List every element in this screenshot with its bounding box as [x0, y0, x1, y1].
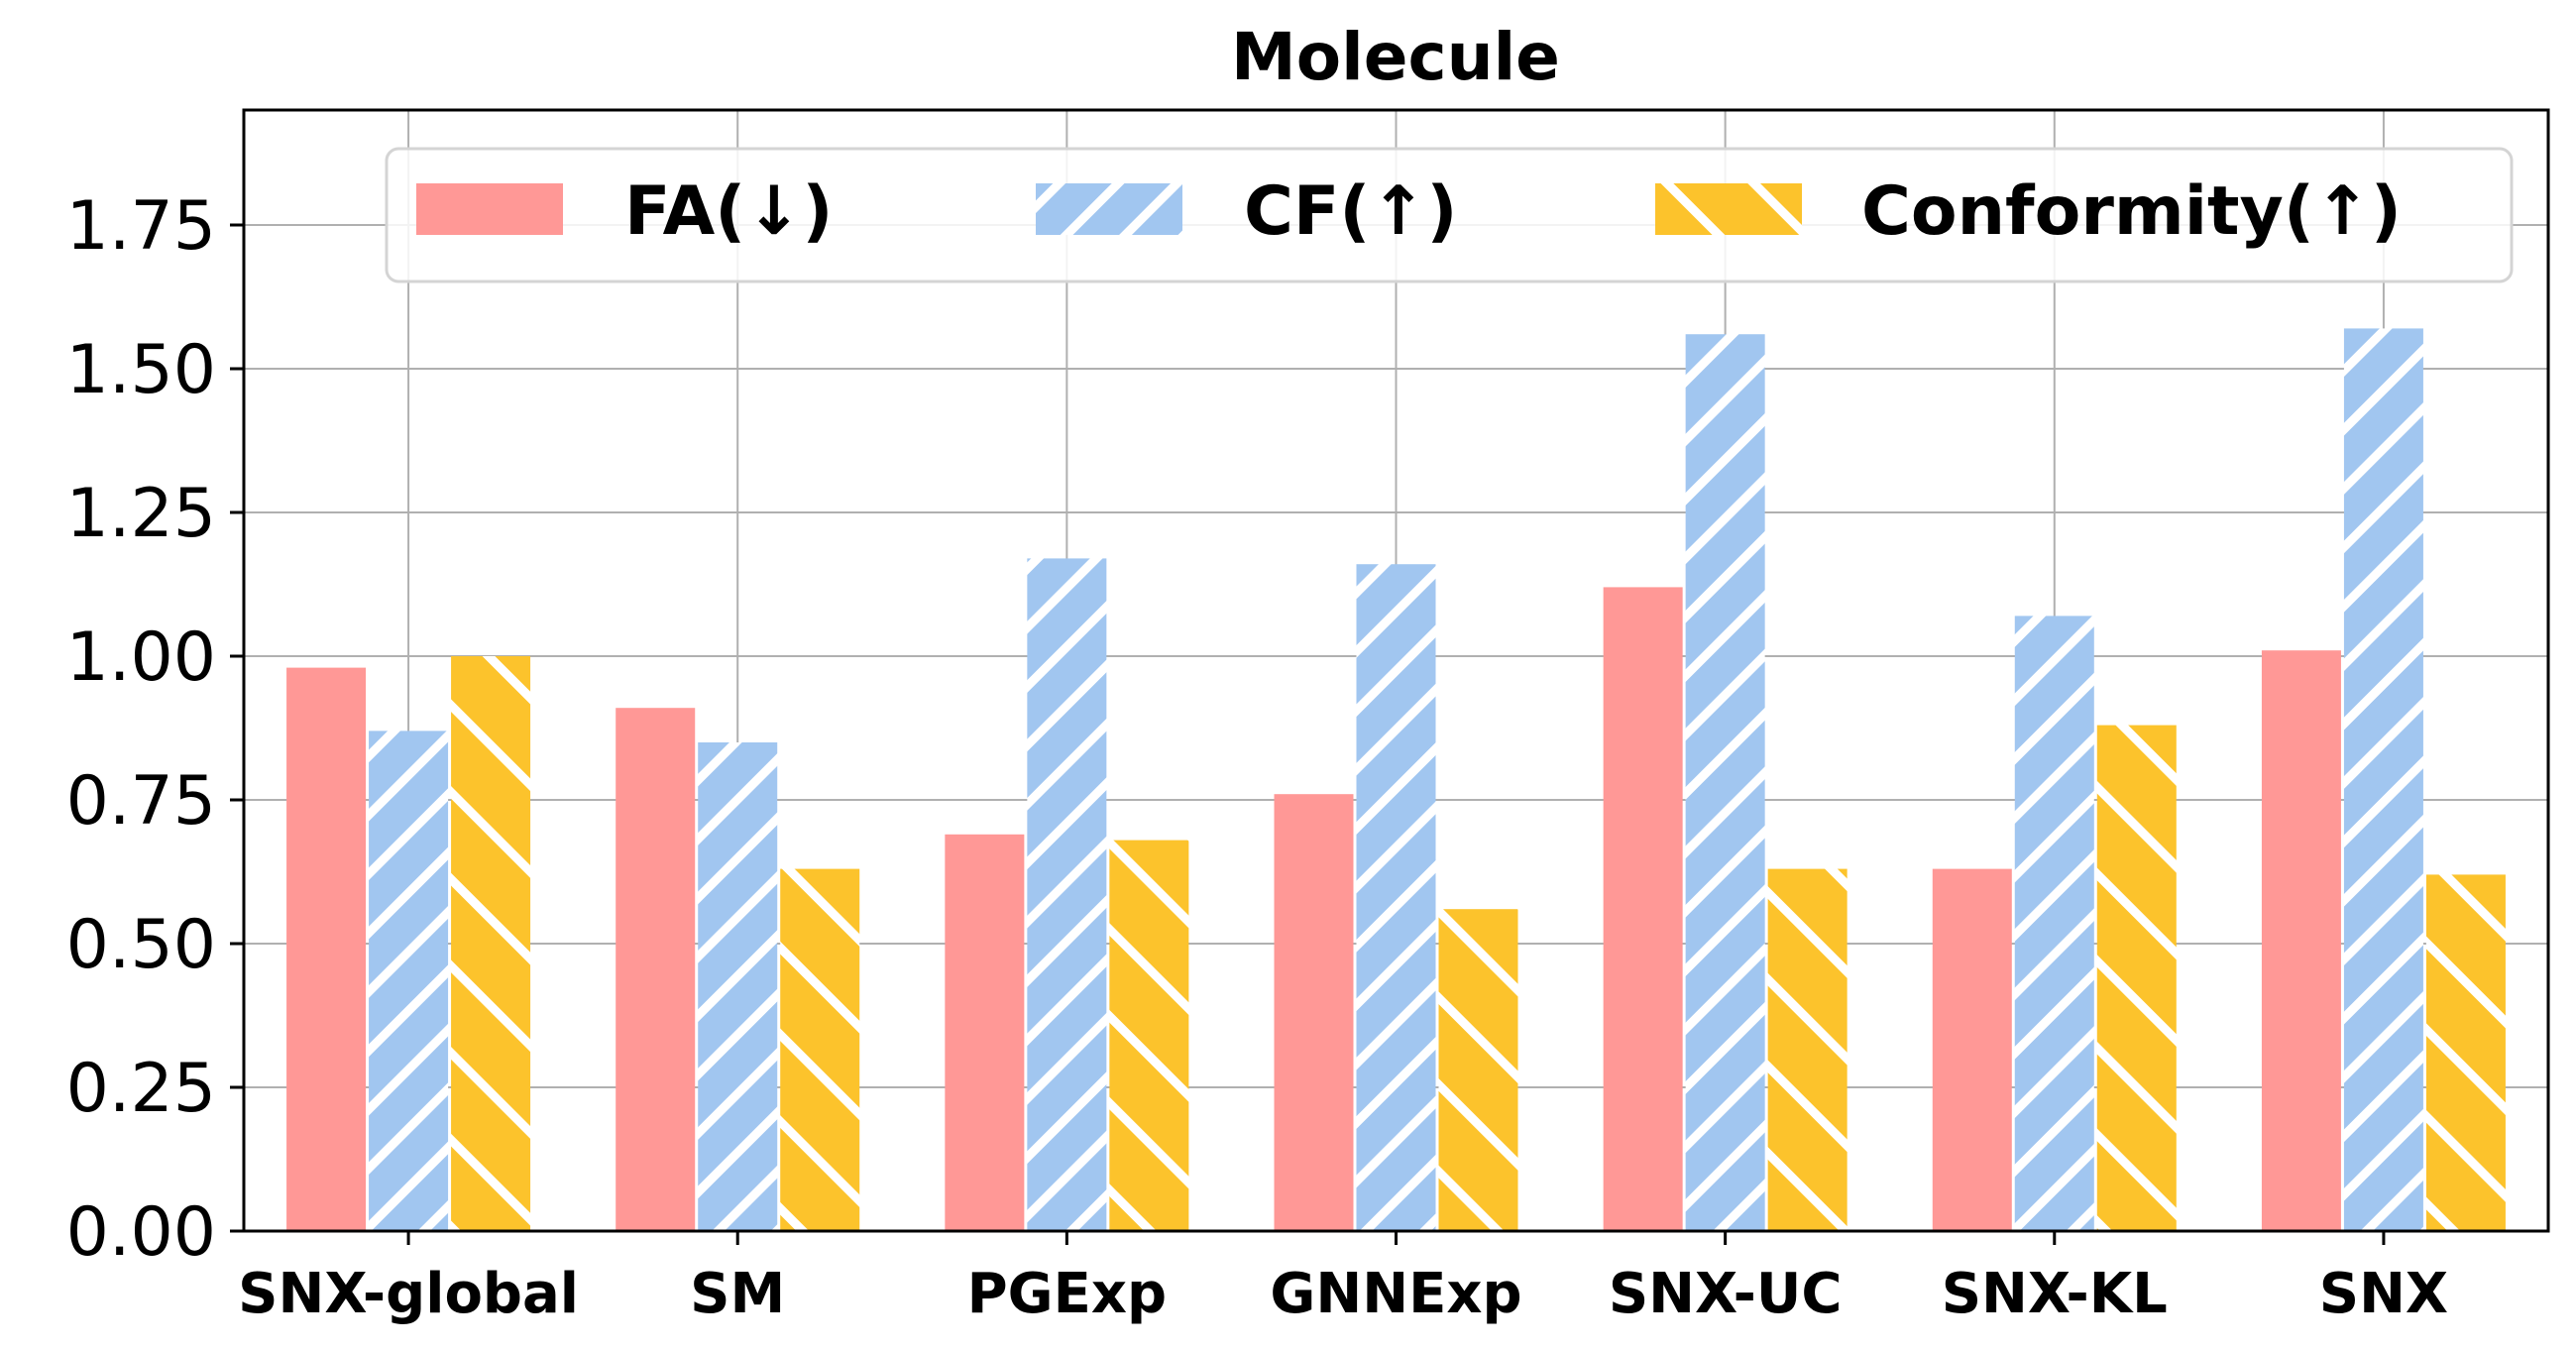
legend-label-cf: CF(↑) [1244, 172, 1458, 251]
bar-fa [945, 834, 1025, 1231]
bar-fa [286, 667, 367, 1231]
y-tick-label: 1.00 [66, 619, 216, 697]
x-tick-label: SM [690, 1262, 785, 1326]
y-tick-label: 0.50 [66, 906, 216, 984]
bar-cf [1027, 558, 1107, 1231]
x-tick-label: PGExp [967, 1262, 1167, 1326]
x-tick-label: SNX-global [238, 1262, 579, 1326]
legend-swatch-cf [1036, 183, 1182, 235]
x-axis-ticks: SNX-global SM PGExp GNNExp SNX-UC SNX-KL SNX [238, 1231, 2448, 1326]
bar-conformity [451, 656, 531, 1231]
x-tick-label: SNX [2319, 1262, 2448, 1326]
legend-frame [385, 147, 2514, 283]
plot-frame [242, 108, 2550, 1233]
y-tick-label: 1.25 [66, 475, 216, 553]
bar-fa [616, 708, 696, 1231]
y-tick-label: 1.50 [66, 331, 216, 409]
bar-conformity [2425, 874, 2506, 1231]
bar-conformity [1438, 909, 1518, 1231]
y-axis-ticks: 0.00 0.25 0.50 0.75 1.00 1.25 1.50 1.75 [66, 187, 244, 1272]
bar-cf [369, 731, 449, 1231]
y-tick-label: 0.75 [66, 762, 216, 841]
legend-swatch-conformity [1655, 183, 1802, 235]
bars [286, 328, 2506, 1231]
bar-conformity [1109, 840, 1189, 1231]
chart-title: Molecule [1231, 19, 1560, 95]
bar-cf [1685, 334, 1765, 1231]
legend-label-fa: FA(↓) [624, 172, 833, 251]
bar-cf [2014, 616, 2094, 1231]
bar-cf [698, 742, 778, 1231]
bar-cf [2343, 328, 2423, 1231]
x-tick-label: SNX-KL [1942, 1262, 2168, 1326]
bar-fa [2261, 650, 2341, 1231]
y-tick-label: 1.75 [66, 187, 216, 266]
x-tick-label: SNX-UC [1609, 1262, 1843, 1326]
bar-fa [1932, 868, 2012, 1231]
y-tick-label: 0.25 [66, 1050, 216, 1128]
legend-swatch-fa [416, 183, 563, 235]
bar-cf [1356, 564, 1436, 1231]
bar-conformity [2096, 725, 2177, 1231]
y-tick-label: 0.00 [66, 1193, 216, 1272]
bar-conformity [780, 868, 860, 1231]
legend-label-conformity: Conformity(↑) [1861, 172, 2402, 251]
legend: FA(↓) CF(↑) Conformity(↑) [385, 147, 2514, 283]
bar-conformity [1767, 868, 1848, 1231]
bar-fa [1274, 794, 1354, 1231]
x-tick-label: GNNExp [1270, 1262, 1521, 1326]
bar-fa [1603, 587, 1683, 1231]
